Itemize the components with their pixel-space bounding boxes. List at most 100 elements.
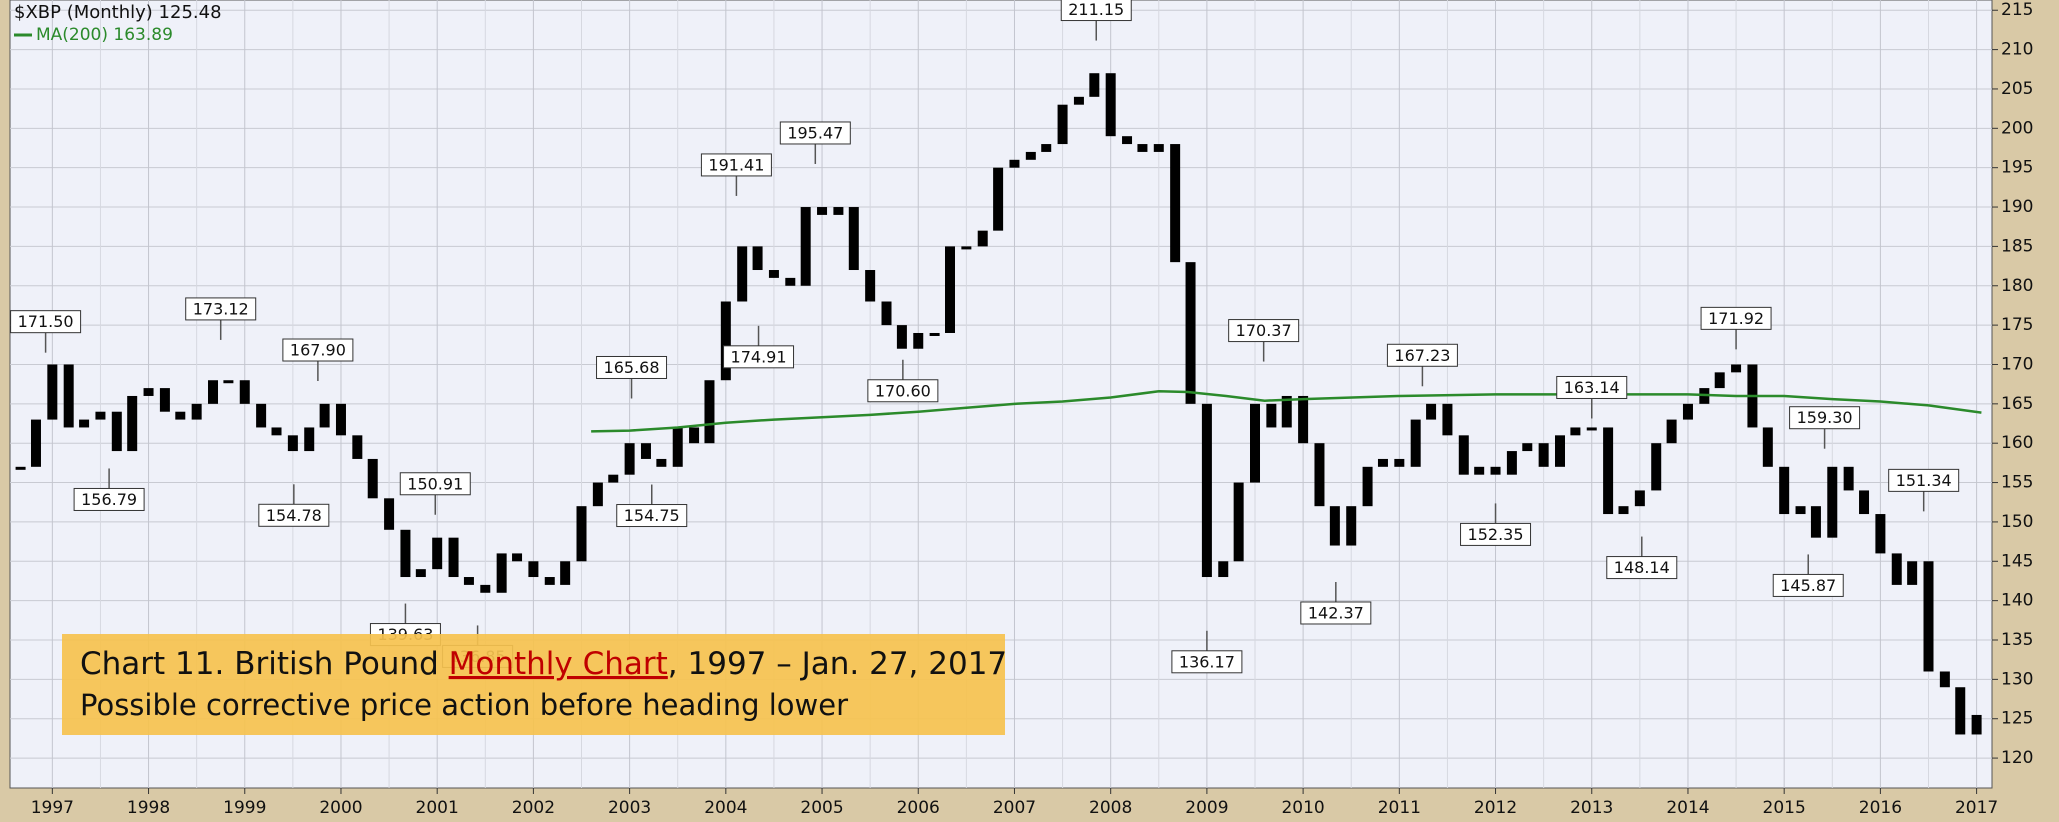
price-bar <box>287 435 298 452</box>
x-tick-label: 2014 <box>1666 798 1709 818</box>
callout-box <box>1888 468 1960 492</box>
price-bar <box>1827 466 1838 538</box>
callout-label: 171.50 <box>18 312 74 331</box>
price-bar <box>1538 443 1549 467</box>
price-bar <box>1971 714 1982 735</box>
price-bar <box>79 419 90 428</box>
callout-label: 170.60 <box>875 381 931 400</box>
price-bar <box>768 270 779 278</box>
price-bar <box>1442 403 1453 436</box>
price-bar <box>704 380 715 444</box>
price-bar <box>1762 427 1773 467</box>
price-bar <box>30 419 41 467</box>
price-bar <box>480 584 491 593</box>
callout-label: 142.37 <box>1308 603 1364 622</box>
price-bar <box>1907 561 1918 585</box>
price-bar <box>512 553 523 562</box>
price-bar <box>335 403 346 436</box>
x-tick-label: 2011 <box>1378 798 1421 818</box>
price-bar <box>463 577 474 585</box>
callout-box <box>1700 306 1772 330</box>
x-tick-label: 2004 <box>704 798 747 818</box>
callout-label: 173.12 <box>193 299 249 318</box>
note-box: Chart 11. British Pound Monthly Chart, 1… <box>62 634 1007 735</box>
price-bar <box>415 569 426 578</box>
callout-label: 167.23 <box>1394 346 1450 365</box>
price-bar <box>1474 466 1485 475</box>
price-bar <box>191 403 202 420</box>
price-bar <box>881 301 892 326</box>
callout-box <box>1060 0 1132 22</box>
price-bar <box>1153 144 1164 152</box>
ma-line <box>591 389 1982 433</box>
chart-title: $XBP (Monthly) 125.48 <box>14 2 222 23</box>
price-bar <box>47 364 58 420</box>
y-tick-label: 140 <box>2001 591 2033 611</box>
note-link[interactable]: Monthly Chart <box>449 646 668 682</box>
callout-label: 150.91 <box>407 474 463 493</box>
price-bar <box>1041 144 1052 152</box>
price-bar <box>1329 506 1340 546</box>
price-bar <box>1089 73 1100 97</box>
x-tick-label: 2007 <box>993 798 1036 818</box>
price-bar <box>1522 443 1533 452</box>
price-bar <box>576 506 587 562</box>
price-bar <box>1923 561 1934 672</box>
price-bar <box>1394 458 1405 467</box>
y-tick-label: 175 <box>2001 315 2033 335</box>
callout-label: 145.87 <box>1780 576 1836 595</box>
x-tick-label: 2010 <box>1281 798 1324 818</box>
x-tick-label: 2002 <box>512 798 555 818</box>
price-bar <box>175 411 186 420</box>
callout-box <box>700 153 772 177</box>
callout-label: 151.34 <box>1896 471 1952 490</box>
x-tick-label: 2015 <box>1763 798 1806 818</box>
callout-box <box>1772 573 1844 597</box>
callout-box <box>1300 601 1372 625</box>
legend: $XBP (Monthly) 125.48 MA(200) 163.89 <box>14 2 222 45</box>
x-tick-label: 2017 <box>1955 798 1998 818</box>
y-tick-label: 185 <box>2001 236 2033 256</box>
legend-label: MA(200) 163.89 <box>36 25 173 45</box>
callout-label: 163.14 <box>1564 378 1620 397</box>
price-bar <box>817 207 828 215</box>
x-tick-label: 2009 <box>1185 798 1228 818</box>
y-tick-label: 135 <box>2001 630 2033 650</box>
y-tick-label: 165 <box>2001 394 2033 414</box>
price-bar <box>993 167 1004 231</box>
y-tick-label: 120 <box>2001 748 2033 768</box>
price-bar <box>1682 403 1693 420</box>
callout-label: 148.14 <box>1614 558 1670 577</box>
price-bar <box>528 561 539 578</box>
x-tick-label: 2012 <box>1474 798 1517 818</box>
price-bar <box>352 435 363 459</box>
price-bar <box>1281 395 1292 428</box>
price-bar <box>304 427 315 452</box>
price-bar <box>1250 403 1261 483</box>
y-tick-label: 145 <box>2001 551 2033 571</box>
callout-label: 167.90 <box>290 341 346 360</box>
price-bar <box>1218 561 1229 578</box>
price-bar <box>1891 553 1902 585</box>
price-bar <box>127 395 138 452</box>
x-tick-label: 2016 <box>1859 798 1902 818</box>
price-bar <box>640 443 651 459</box>
callout-box <box>1606 556 1678 580</box>
x-tick-label: 2008 <box>1089 798 1132 818</box>
price-bar <box>1666 419 1677 444</box>
price-bar <box>432 537 443 570</box>
note-title: Chart 11. British Pound Monthly Chart, 1… <box>80 646 1007 682</box>
x-tick-label: 2005 <box>800 798 843 818</box>
price-bar <box>945 246 956 333</box>
y-tick-label: 195 <box>2001 158 2033 178</box>
price-bar <box>448 537 459 578</box>
price-bar <box>800 207 811 286</box>
price-bar <box>143 388 154 396</box>
price-bar <box>1377 458 1388 467</box>
price-bar <box>1843 466 1854 491</box>
y-tick-label: 155 <box>2001 473 2033 493</box>
y-tick-label: 205 <box>2001 79 2033 99</box>
price-bar <box>848 207 859 271</box>
callout-label: 195.47 <box>787 123 843 142</box>
price-bar <box>737 246 748 302</box>
